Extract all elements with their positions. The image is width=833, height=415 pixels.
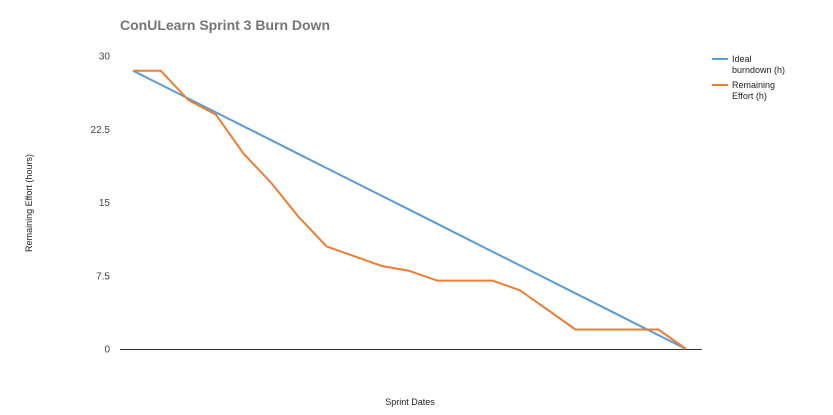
legend: Ideal burndown (h) Remaining Effort (h) bbox=[712, 54, 785, 101]
y-tick-label: 30 bbox=[99, 52, 111, 63]
y-tick-label: 15 bbox=[99, 198, 111, 209]
y-tick-label: 7.5 bbox=[96, 271, 110, 282]
series-lines bbox=[132, 69, 687, 350]
y-axis-ticks: 0 7.5 15 22.5 30 bbox=[91, 52, 111, 356]
chart-title: ConULearn Sprint 3 Burn Down bbox=[120, 17, 330, 33]
legend-label: Ideal burndown (h) bbox=[732, 54, 785, 75]
y-tick-label: 22.5 bbox=[91, 125, 111, 136]
y-tick-label: 0 bbox=[104, 345, 110, 356]
series-line-remaining bbox=[133, 69, 687, 350]
legend-item: Remaining Effort (h) bbox=[712, 80, 775, 101]
legend-item: Ideal burndown (h) bbox=[712, 54, 785, 75]
legend-label: Remaining Effort (h) bbox=[732, 80, 775, 101]
series-line-ideal bbox=[132, 69, 687, 350]
y-axis-label: Remaining Effort (hours) bbox=[24, 154, 34, 252]
x-axis-label: Sprint Dates bbox=[385, 397, 435, 407]
